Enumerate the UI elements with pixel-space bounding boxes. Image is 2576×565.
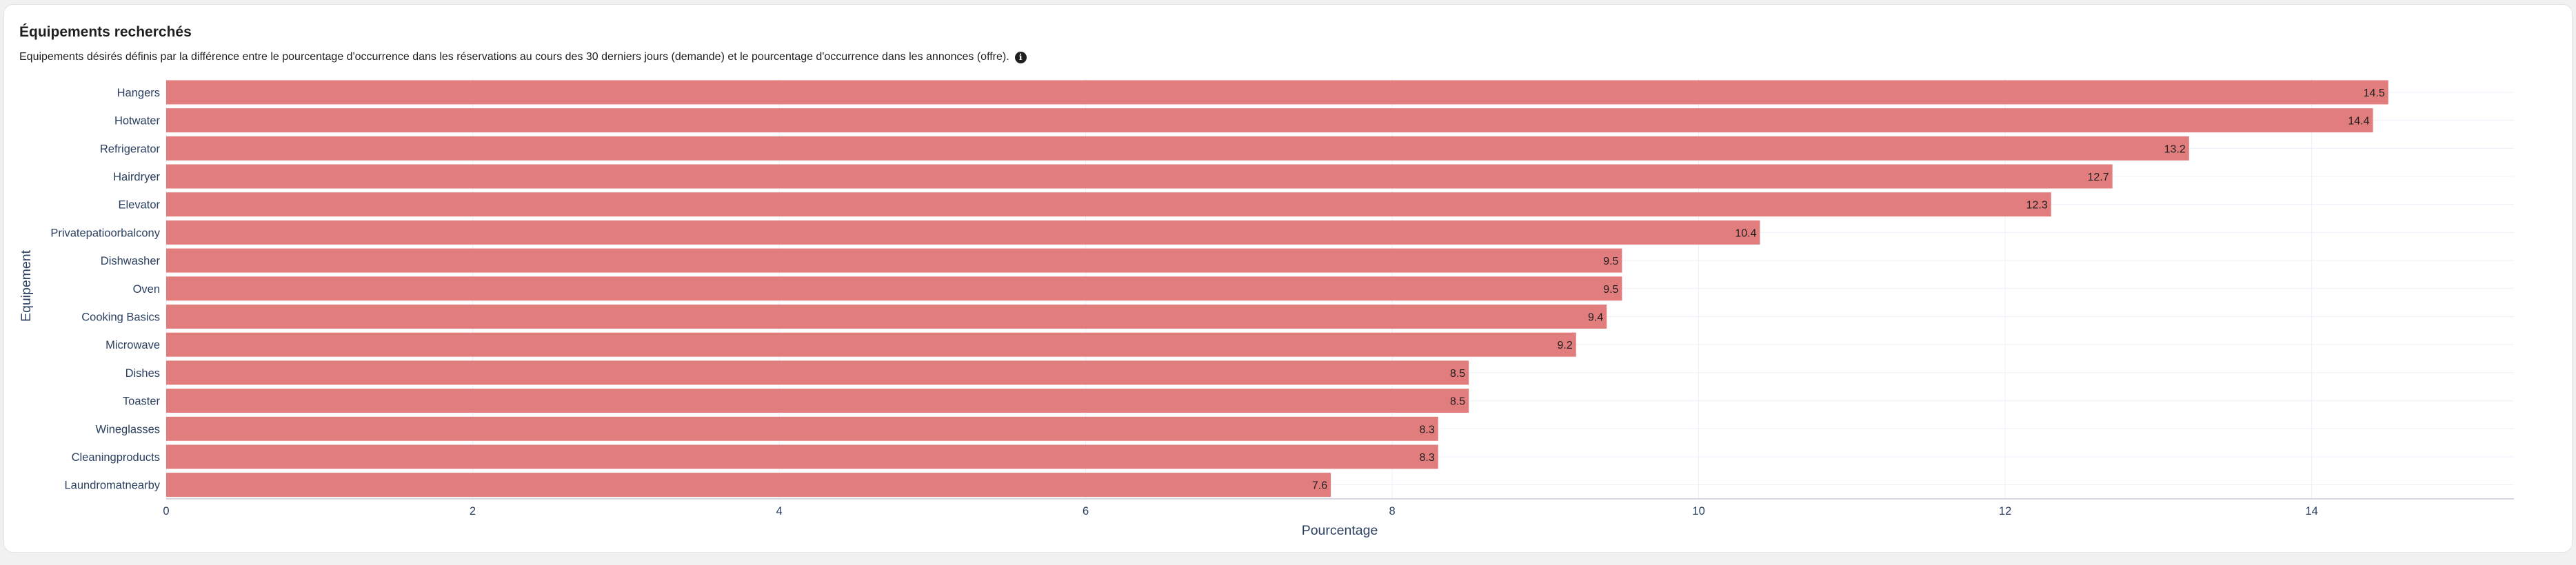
bar-value-label: 9.2 bbox=[1558, 340, 1573, 351]
y-axis-title: Equipement bbox=[19, 249, 34, 322]
x-tick-label: 12 bbox=[1999, 505, 2011, 517]
bar-value-label: 7.6 bbox=[1312, 480, 1327, 492]
label-layer: 0 2 4 6 8 10 12 14 Hangers 14.5 Hotwater 14.4 Refrig… bbox=[50, 87, 2385, 517]
y-tick-label: Cooking Basics bbox=[81, 311, 160, 323]
y-tick-label: Dishwasher bbox=[101, 255, 161, 267]
bar[interactable] bbox=[166, 473, 1331, 497]
x-tick-label: 10 bbox=[1692, 505, 1704, 517]
bar-value-label: 10.4 bbox=[1735, 227, 1756, 239]
y-tick-label: Elevator bbox=[118, 199, 160, 212]
y-tick-label: Toaster bbox=[123, 395, 161, 408]
card-subtitle: Equipements désirés définis par la diffé… bbox=[19, 51, 1027, 63]
y-tick-label: Dishes bbox=[125, 367, 160, 380]
bar-value-label: 13.2 bbox=[2164, 143, 2186, 155]
x-tick-label: 14 bbox=[2305, 505, 2317, 517]
x-tick-label: 8 bbox=[1389, 505, 1395, 517]
bar[interactable] bbox=[166, 136, 2189, 161]
bar-value-label: 8.5 bbox=[1450, 368, 1465, 380]
card-title: Équipements recherchés bbox=[19, 24, 192, 40]
bar[interactable] bbox=[166, 389, 1469, 413]
y-tick-label: Hairdryer bbox=[113, 171, 160, 183]
y-tick-label: Oven bbox=[133, 283, 160, 296]
x-axis-title: Pourcentage bbox=[1302, 523, 1378, 538]
y-tick-label: Hotwater bbox=[114, 115, 161, 127]
y-tick-label: Cleaningproducts bbox=[72, 451, 160, 464]
bar-value-label: 9.4 bbox=[1588, 311, 1603, 323]
bar[interactable] bbox=[166, 360, 1469, 385]
bar[interactable] bbox=[166, 164, 2113, 189]
x-tick-label: 4 bbox=[776, 505, 782, 517]
y-tick-label: Privatepatioorbalcony bbox=[50, 227, 160, 239]
bar-value-label: 9.5 bbox=[1603, 284, 1618, 296]
bar-value-label: 12.3 bbox=[2026, 200, 2048, 212]
bar-value-label: 14.4 bbox=[2348, 116, 2369, 127]
bar-value-label: 12.7 bbox=[2088, 172, 2109, 183]
bar-value-label: 8.5 bbox=[1450, 396, 1465, 408]
bar-value-label: 8.3 bbox=[1419, 424, 1434, 435]
bar[interactable] bbox=[166, 304, 1607, 329]
y-tick-label: Laundromatnearby bbox=[64, 480, 160, 492]
y-tick-label: Refrigerator bbox=[100, 143, 161, 155]
bar[interactable] bbox=[166, 248, 1622, 273]
bar[interactable] bbox=[166, 220, 1760, 245]
x-tick-label: 0 bbox=[163, 505, 169, 517]
y-tick-label: Microwave bbox=[105, 339, 160, 351]
bar[interactable] bbox=[166, 332, 1576, 357]
bar[interactable] bbox=[166, 80, 2388, 105]
y-tick-label: Hangers bbox=[117, 87, 160, 99]
bar[interactable] bbox=[166, 276, 1622, 301]
bar[interactable] bbox=[166, 444, 1438, 469]
bar-value-label: 14.5 bbox=[2364, 88, 2385, 99]
bar[interactable] bbox=[166, 416, 1438, 441]
info-icon[interactable]: i bbox=[1014, 51, 1027, 63]
bar-layer bbox=[166, 80, 2388, 497]
bar[interactable] bbox=[166, 108, 2373, 133]
card-subtitle-text: Equipements désirés définis par la diffé… bbox=[19, 51, 1009, 63]
y-tick-label: Wineglasses bbox=[95, 423, 160, 435]
bar[interactable] bbox=[166, 192, 2051, 217]
x-tick-label: 6 bbox=[1083, 505, 1089, 517]
bar-value-label: 8.3 bbox=[1419, 452, 1434, 464]
bar-value-label: 9.5 bbox=[1603, 256, 1618, 267]
x-tick-label: 2 bbox=[470, 505, 476, 517]
